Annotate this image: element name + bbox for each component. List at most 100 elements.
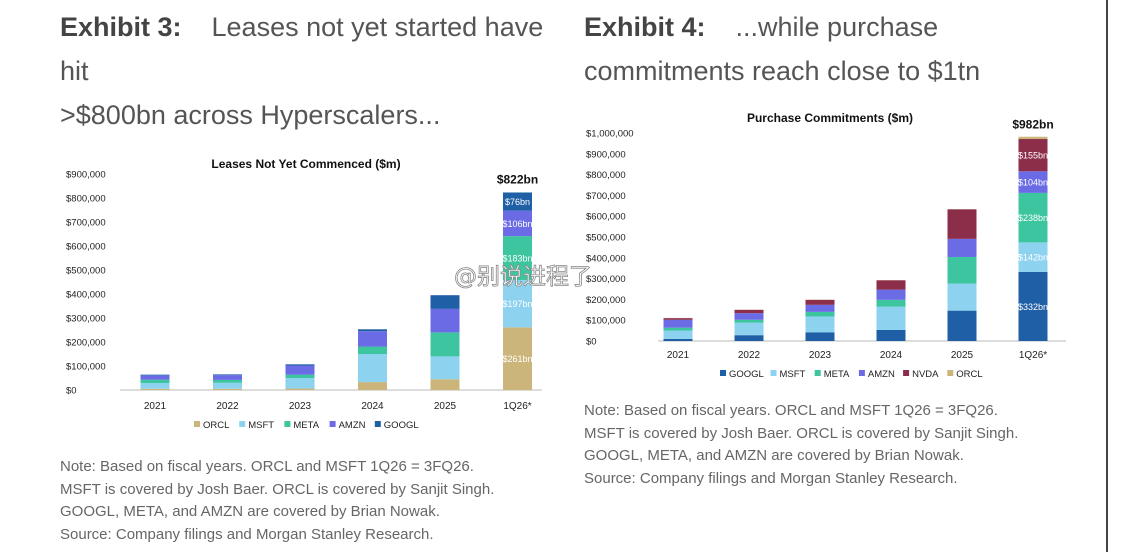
x-category-label: 2024 [880,350,903,361]
x-category-label: 2022 [738,350,761,361]
bar-segment-googl [805,332,835,341]
y-tick-label: $200,000 [586,295,626,306]
legend-swatch-googl [720,370,726,376]
bar-segment-meta [734,319,764,323]
segment-data-label: $106bn [502,219,532,229]
bar-segment-meta [663,327,693,331]
legend-label-meta: META [293,420,319,431]
segment-data-label: $332bn [1018,302,1048,312]
legend-label-msft: MSFT [248,420,274,431]
bar-segment-msft [358,354,387,383]
right-border-line [1106,0,1108,552]
exhibit-4-header: Exhibit 4: ...while purchase commitments … [584,5,980,93]
y-tick-label: $800,000 [586,170,626,181]
bar-segment-googl [213,374,242,376]
total-data-label: $822bn [497,172,538,186]
bar-segment-nvda [805,299,835,305]
note-line: MSFT is covered by Josh Baer. ORCL is co… [584,424,1019,442]
y-tick-label: $300,000 [66,314,106,325]
x-category-label: 2025 [434,401,457,412]
y-tick-label: $500,000 [66,266,106,277]
bar-segment-googl [358,329,387,332]
purchase-commitments-chart: Purchase Commitments ($m) $1,000,000 $900,… [586,111,1066,380]
legend-swatch-nvda [903,370,910,376]
note-line: GOOGL, META, and AMZN are covered by Bri… [584,447,964,464]
bar-segment-googl [1018,271,1048,341]
segment-data-label: $197bn [502,299,532,309]
y-tick-label: $700,000 [66,218,106,229]
bar-segment-msft [285,378,315,389]
bar-segment-nvda [734,309,764,314]
segment-data-label: $76bn [505,197,530,207]
legend-swatch-orcl [947,370,954,376]
bar-segment-msft [213,382,242,389]
legend-swatch-msft [770,370,777,376]
legend-swatch-amzn [858,370,865,376]
bar-segment-meta [876,299,906,307]
exhibit-3-header: Exhibit 3: Leases not yet started have hi… [60,5,543,137]
exhibit-4-title-text: ...while purchase [735,12,939,42]
bar-segment-msft [734,322,764,336]
y-tick-label: $600,000 [66,242,106,253]
legend-swatch-msft [239,421,246,427]
x-category-label: 2021 [144,401,167,412]
y-tick-label: $100,000 [586,316,626,327]
bar-segment-meta [430,332,460,357]
y-tick-label: $400,000 [66,290,106,301]
exhibit-3-title-line2: hit [60,56,89,86]
bar-segment-amzn [213,375,242,380]
bar-segment-amzn [663,319,693,328]
x-category-label: 1Q26* [503,401,531,412]
note-line: Source: Company filings and Morgan Stanl… [584,469,958,487]
bar-segment-msft [947,283,977,311]
y-tick-label: $900,000 [586,149,626,160]
watermark: @别说进程了 [454,264,593,291]
x-category-label: 2023 [289,401,312,412]
legend-swatch-meta [284,421,291,427]
legend-label-msft: MSFT [780,369,806,380]
bar-segment-nvda [947,209,977,239]
bar-segment-amzn [947,238,977,257]
bar-segment-meta [1018,192,1048,243]
bar-segment-meta [805,311,835,317]
note-line: MSFT is covered by Josh Baer. ORCL is co… [60,480,495,498]
legend-swatch-googl [374,421,381,427]
bar-segment-googl [430,295,460,309]
note-line: Note: Based on fiscal years. ORCL and MS… [584,402,998,419]
legend-label-googl: GOOGL [729,369,764,380]
bar-segment-orcl [140,388,170,390]
exhibit-3-label: Exhibit 3: [60,12,182,42]
segment-data-label: $155bn [1018,151,1048,161]
chart-title: Leases Not Yet Commenced ($m) [211,157,400,171]
bar-segment-googl [285,364,315,366]
bar-segment-googl [876,329,906,341]
bar-segment-orcl [285,388,315,390]
leases-chart: Leases Not Yet Commenced ($m) $900,000 $80… [66,157,542,431]
segment-data-label: $183bn [502,254,532,264]
bar-segment-amzn [140,375,170,380]
exhibit-4-title-line1: Exhibit 4: ...while purchase [584,5,980,49]
y-tick-label: $400,000 [586,253,626,264]
legend-label-amzn: AMZN [868,369,895,380]
bar-segment-orcl [213,388,242,390]
note-line: GOOGL, META, and AMZN are covered by Bri… [60,503,440,520]
bar-segment-nvda [663,318,693,320]
y-tick-label: $600,000 [586,212,626,223]
bar-segment-meta [213,379,242,383]
bar-segment-meta [947,256,977,284]
bar-segment-amzn [430,308,460,333]
legend-swatch-amzn [329,421,336,427]
legend-label-googl: GOOGL [384,420,419,431]
bar-segment-googl [947,310,977,341]
legend-label-nvda: NVDA [912,369,939,380]
x-category-label: 2023 [809,350,832,361]
bar-segment-amzn [876,289,906,300]
segment-data-label: $261bn [502,354,532,364]
y-tick-label: $0 [586,337,597,348]
bar-segment-amzn [734,313,764,320]
exhibit-3-title-text: Leases not yet started have [211,12,544,42]
chart-title: Purchase Commitments ($m) [747,111,913,125]
exhibit-4-label: Exhibit 4: [584,12,706,42]
note-line: Note: Based on fiscal years. ORCL and MS… [60,458,474,475]
watermark-text: @别说进程了 [454,264,592,290]
